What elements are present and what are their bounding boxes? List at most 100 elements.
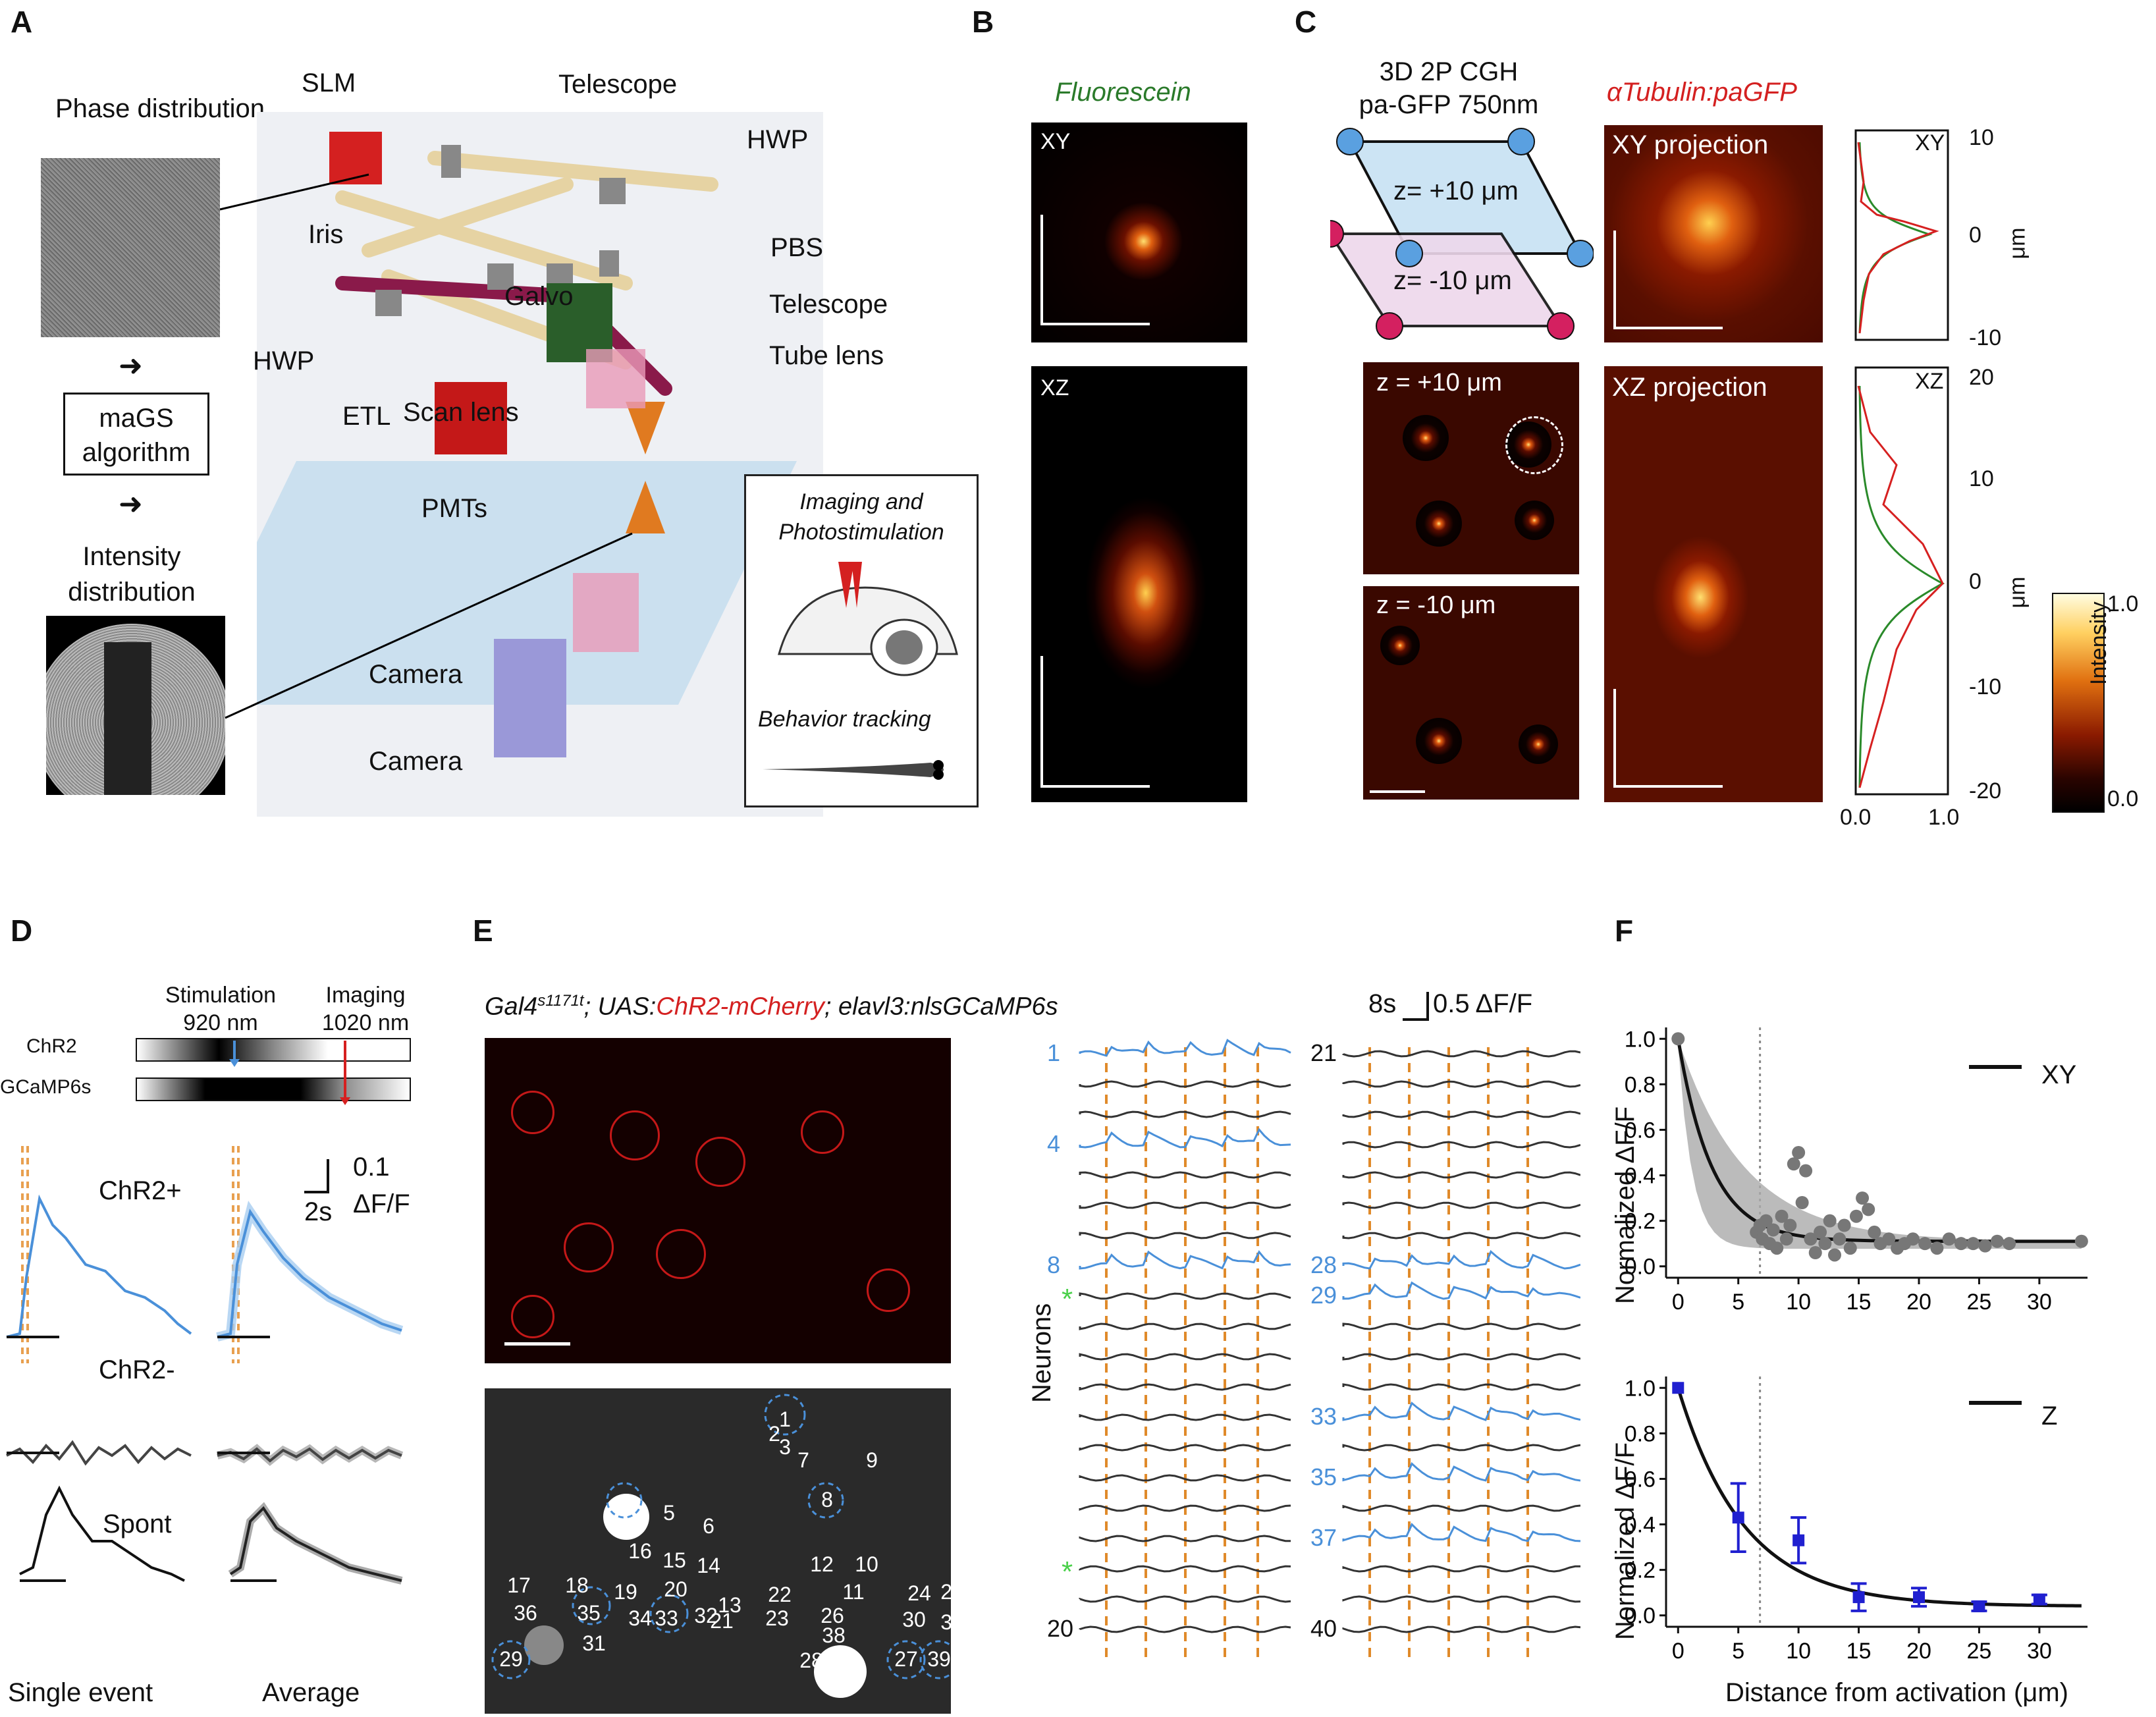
behavior-tracking-label: Behavior tracking — [758, 707, 931, 732]
stimulation-line1: Stimulation — [165, 983, 277, 1008]
cell-number: 2 — [768, 1422, 780, 1446]
phase-distribution-label: Phase distribution — [55, 91, 265, 126]
y-tick-label: 0.6 — [1625, 1118, 1656, 1143]
fluorescein-xz-label: XZ — [1040, 375, 1069, 400]
tubulin-title: αTubulin:paGFP — [1607, 78, 1797, 107]
xz-tick-0: 0 — [1969, 569, 1981, 594]
scale-y-unit: ΔF/F — [353, 1189, 410, 1218]
cell-number: 13 — [718, 1593, 741, 1617]
trace-line — [1079, 1444, 1291, 1452]
colorbar-label: Intensity — [2086, 601, 2111, 685]
fluorescein-title: Fluorescein — [1055, 78, 1191, 107]
scale-bar-vertical — [1040, 215, 1043, 325]
intensity-distribution-label: Intensity distribution — [68, 542, 196, 607]
xz-projection-image: XZ projection — [1604, 366, 1823, 802]
xy-unit: μm — [2005, 227, 2030, 259]
trace-line — [1079, 1353, 1291, 1361]
trace-line — [1079, 1383, 1291, 1391]
trace-number: 21 — [1310, 1039, 1337, 1066]
cell-number: 4 — [616, 1494, 628, 1518]
x-tick-label: 25 — [1967, 1639, 1992, 1664]
genotype-superscript: s1171t — [537, 992, 584, 1010]
xy-tick-0: 0 — [1969, 223, 1981, 248]
phase-distribution-image — [41, 158, 220, 337]
intensity-profiles — [1854, 129, 1949, 796]
cell-number: 10 — [855, 1552, 878, 1576]
data-point — [1783, 1218, 1797, 1232]
trace-line — [1342, 1322, 1580, 1330]
x-tick-label: 0 — [1672, 1290, 1684, 1315]
data-point — [1804, 1232, 1818, 1246]
data-point — [1799, 1164, 1813, 1178]
intensity-distribution-image — [46, 616, 225, 795]
genotype-chr2: ChR2-mCherry — [656, 993, 824, 1021]
trace-line — [1079, 1625, 1291, 1633]
label-hwp-left: HWP — [253, 346, 315, 375]
cell-number: 15 — [662, 1548, 686, 1572]
objective-bottom — [626, 481, 665, 533]
trace-number: 20 — [1047, 1615, 1074, 1642]
trace-line — [1342, 1523, 1580, 1542]
data-point — [1849, 1209, 1863, 1223]
trace-line — [1079, 1292, 1291, 1300]
data-point — [1814, 1225, 1827, 1239]
data-point — [1792, 1534, 1805, 1546]
profile-x-tick-1: 1.0 — [1928, 805, 1960, 830]
average-label: Average — [262, 1678, 360, 1707]
cell-number: 1 — [779, 1407, 791, 1431]
trace-line — [1342, 1444, 1580, 1452]
trace-line — [1079, 1535, 1291, 1542]
chr2-label: ChR2 — [26, 1035, 77, 1057]
data-point — [1918, 1237, 1932, 1251]
trace-line — [1079, 1080, 1291, 1088]
calcium-traces — [1079, 1039, 1580, 1660]
data-point — [1833, 1232, 1846, 1246]
trace-line — [1079, 1250, 1291, 1270]
target-dot — [1395, 240, 1423, 267]
y-tick-label: 0.8 — [1625, 1421, 1656, 1446]
scale-y-value: 0.1 — [353, 1153, 390, 1182]
data-point — [1808, 1246, 1822, 1259]
data-point — [1990, 1234, 2004, 1248]
y-tick-label: 1.0 — [1625, 1376, 1656, 1401]
data-point — [1759, 1214, 1773, 1228]
y-tick-label: 0.4 — [1625, 1164, 1656, 1189]
setup-illustration — [257, 112, 823, 817]
xz-tick-10: 10 — [1969, 466, 1994, 491]
label-tube-lens: Tube lens — [769, 341, 884, 370]
zebrafish-head-icon — [778, 562, 958, 676]
cell-number: 29 — [499, 1647, 523, 1671]
xy-tick-minus10: -10 — [1969, 325, 2002, 350]
trace-line — [1342, 1201, 1580, 1209]
stimulation-line2: 920 nm — [183, 1010, 258, 1035]
z-minus-image-label: z = -10 μm — [1376, 591, 1496, 619]
x-tick-label: 0 — [1672, 1639, 1684, 1664]
trace-line — [1342, 1110, 1580, 1118]
trace-line — [1342, 1565, 1580, 1573]
cell-number: 21 — [710, 1609, 734, 1633]
trace-number: 35 — [1310, 1463, 1337, 1490]
inset-box: Imaging and Photostimulation Behavior tr… — [744, 474, 979, 807]
label-camera-2: Camera — [369, 747, 463, 776]
profile-xz-label: XZ — [1915, 369, 1944, 394]
label-pmts: PMTs — [421, 494, 487, 523]
x-tick-label: 30 — [2027, 1639, 2052, 1664]
data-point — [1930, 1241, 1944, 1255]
cell-number: 12 — [810, 1552, 834, 1576]
cell-number: 8 — [821, 1488, 833, 1512]
data-point — [1954, 1237, 1968, 1251]
cell-number: 38 — [822, 1623, 846, 1647]
inset-title: Imaging and Photostimulation — [746, 487, 977, 547]
cell-number: 11 — [842, 1580, 864, 1604]
label-galvo: Galvo — [504, 282, 574, 311]
cell-number: 37 — [940, 1610, 951, 1634]
x-tick-label: 20 — [1906, 1639, 1931, 1664]
camera-block-1 — [494, 639, 566, 698]
scale-bar-horizontal — [504, 1342, 570, 1346]
target-dot — [1376, 312, 1403, 340]
x-tick-label: 30 — [2027, 1290, 2052, 1315]
scale-x-value: 2s — [304, 1197, 333, 1226]
xy-projection-label: XY projection — [1612, 130, 1769, 159]
y-tick-label: 0.2 — [1625, 1558, 1656, 1583]
target-circle — [1505, 416, 1563, 474]
